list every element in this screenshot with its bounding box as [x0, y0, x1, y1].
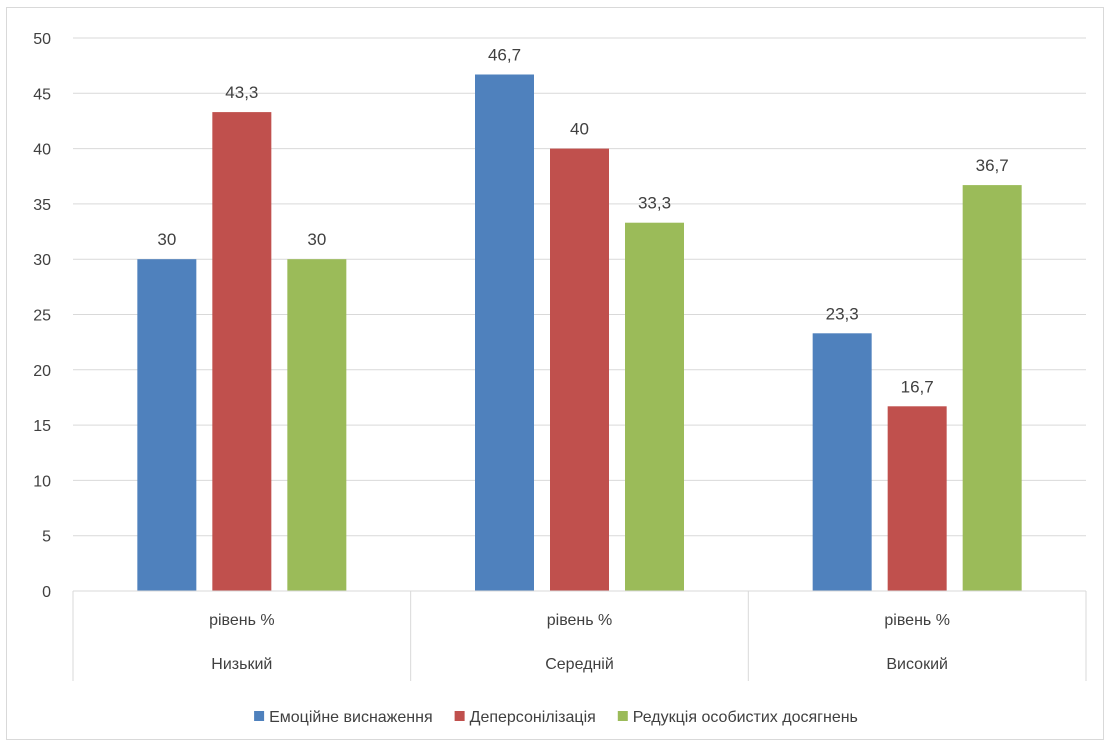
bar — [887, 406, 947, 591]
x-subcategory-label: рівень % — [884, 612, 950, 629]
y-tick-label: 50 — [33, 31, 51, 48]
legend-label: Деперсонілізація — [470, 709, 596, 726]
bar — [137, 259, 197, 591]
data-label: 43,3 — [225, 83, 258, 102]
data-label: 33,3 — [638, 194, 671, 213]
legend-item: Емоційне виснаження — [254, 709, 433, 726]
x-category-label: Низький — [211, 656, 272, 673]
data-label: 30 — [157, 230, 176, 249]
data-label: 40 — [570, 120, 589, 139]
bar — [625, 222, 684, 591]
data-label: 16,7 — [901, 377, 934, 396]
data-label: 36,7 — [976, 156, 1009, 175]
y-tick-label: 35 — [33, 197, 51, 214]
y-tick-label: 20 — [33, 363, 51, 380]
legend-item: Деперсонілізація — [454, 709, 596, 726]
y-tick-label: 5 — [42, 529, 51, 546]
legend: Емоційне виснаження Деперсонілізація Редук… — [254, 709, 858, 726]
x-category-label: Високий — [886, 656, 948, 673]
legend-swatch — [254, 711, 265, 721]
bar — [962, 185, 1022, 591]
bar — [287, 259, 347, 591]
bar — [550, 148, 609, 591]
bar-chart: 0 5 10 15 20 25 30 35 40 45 50 30 43,3 30 46,7 40 33,3 2… — [33, 31, 1087, 726]
y-tick-label: 0 — [42, 584, 51, 601]
y-tick-label: 15 — [33, 418, 51, 435]
x-category-label: Середній — [545, 656, 614, 673]
bar — [212, 112, 272, 592]
legend-label: Емоційне виснаження — [269, 709, 433, 726]
x-subcategory-label: рівень % — [547, 612, 613, 629]
legend-swatch — [454, 711, 465, 721]
y-tick-label: 45 — [33, 86, 51, 103]
y-axis-tick-labels: 0 5 10 15 20 25 30 35 40 45 50 — [33, 31, 51, 601]
y-tick-label: 30 — [33, 252, 51, 269]
legend-item: Редукція особистих досягнень — [617, 709, 858, 726]
data-labels: 30 43,3 30 46,7 40 33,3 23,3 16,7 36,7 — [157, 45, 1008, 396]
chart-frame: 0 5 10 15 20 25 30 35 40 45 50 30 43,3 30 46,7 40 33,3 2… — [6, 7, 1104, 740]
bar — [475, 74, 534, 592]
y-tick-label: 10 — [33, 473, 51, 490]
data-label: 46,7 — [488, 45, 521, 64]
x-axis: рівень % Низький рівень % Середній рівень % В… — [72, 590, 1087, 681]
x-subcategory-label: рівень % — [209, 612, 275, 629]
y-tick-label: 40 — [33, 142, 51, 159]
data-label: 23,3 — [826, 304, 859, 323]
y-tick-label: 25 — [33, 308, 51, 325]
bar — [812, 333, 872, 591]
legend-swatch — [617, 711, 628, 721]
legend-label: Редукція особистих досягнень — [633, 709, 858, 726]
bars — [137, 74, 1022, 592]
data-label: 30 — [307, 230, 326, 249]
